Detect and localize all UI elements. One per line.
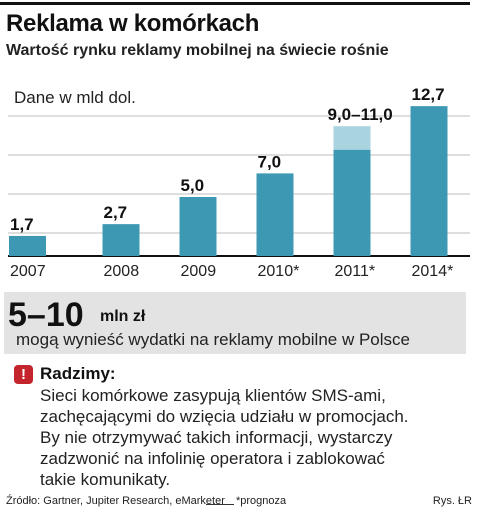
exclamation-icon: !: [14, 365, 33, 384]
note-divider: [206, 504, 234, 505]
bar-range: [333, 126, 371, 150]
bar-value-label: 1,7: [10, 215, 34, 234]
bar-value-label: 7,0: [258, 152, 282, 171]
bar: [9, 235, 46, 256]
callout-unit: mln zł: [100, 308, 146, 325]
forecast-note: *prognoza: [236, 495, 287, 507]
callout-value: 5–10: [8, 296, 84, 334]
x-tick-label: 2011*: [335, 263, 376, 280]
advice-line: Sieci komórkowe zasypują klientów SMS-am…: [40, 386, 386, 405]
bar: [256, 173, 294, 256]
bar-chart: 1,7 2007 2,7 2008 5,0 2009 7,0 2010* 9,0–11,0 201…: [8, 85, 470, 280]
chart-unit-label: Dane w mld dol.: [14, 88, 136, 107]
bar: [333, 149, 371, 256]
bar: [410, 106, 448, 256]
top-rule: [0, 2, 470, 5]
page-subtitle: Wartość rynku reklamy mobilnej na świeci…: [6, 42, 389, 59]
x-tick-label: 2010*: [258, 263, 300, 280]
x-tick-label: 2014*: [412, 263, 454, 280]
advice-title: Radzimy:: [40, 364, 116, 383]
bar: [179, 197, 217, 256]
bar: [102, 224, 140, 256]
advice-line: zadzwonić na infolinię operatora i zablo…: [40, 449, 385, 468]
page-title: Reklama w komórkach: [6, 10, 260, 37]
credit-text: Rys. ŁR: [432, 495, 472, 507]
source-text: Źródło: Gartner, Jupiter Research, eMark…: [6, 495, 225, 507]
callout-text: mogą wynieść wydatki na reklamy mobilne …: [16, 330, 410, 349]
advice-line: By nie otrzymywać takich informacji, wys…: [40, 428, 393, 447]
bar-value-label: 5,0: [181, 176, 205, 195]
advice-line: zachęcającymi do wzięcia udziału w promo…: [40, 407, 409, 426]
bar-value-label: 2,7: [104, 203, 128, 222]
advice-line: takie komunikaty.: [40, 470, 171, 489]
x-tick-label: 2009: [181, 263, 217, 280]
x-tick-label: 2008: [104, 263, 140, 280]
callout-box: [4, 292, 466, 354]
bar-value-label: 9,0–11,0: [328, 105, 393, 124]
bar-value-label: 12,7: [412, 85, 445, 104]
x-tick-label: 2007: [10, 263, 46, 280]
